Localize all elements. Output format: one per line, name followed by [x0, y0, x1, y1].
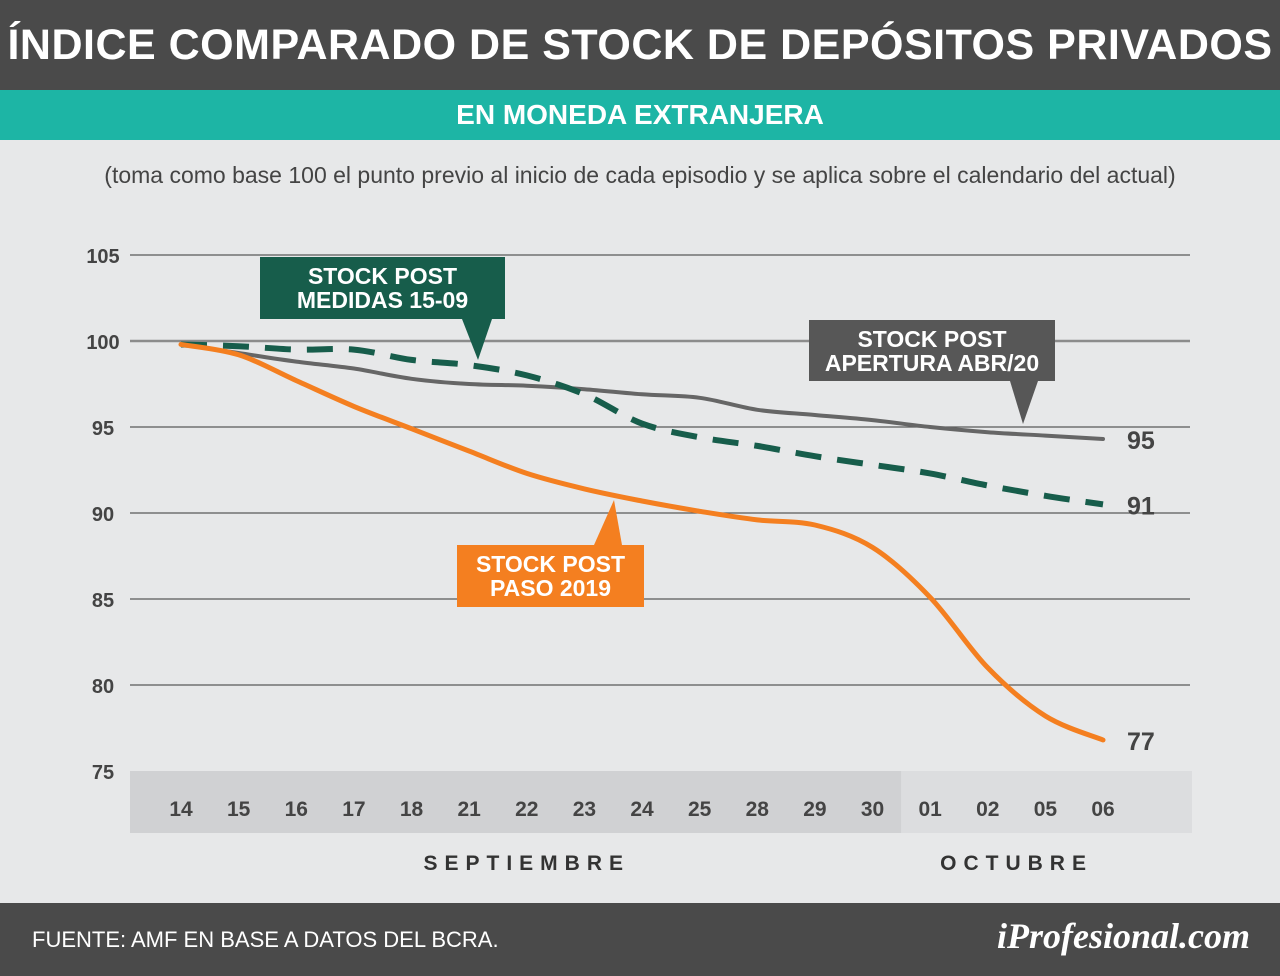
x-axis-band-september	[130, 771, 902, 833]
end-value-label: 77	[1127, 728, 1155, 756]
x-tick-label: 25	[688, 798, 712, 821]
x-tick-label: 18	[400, 798, 424, 821]
y-tick-label: 105	[86, 246, 119, 268]
chart-note: (toma como base 100 el punto previo al i…	[104, 162, 1176, 188]
x-tick-label: 24	[630, 798, 654, 821]
footer-bar: FUENTE: AMF EN BASE A DATOS DEL BCRA. iP…	[0, 903, 1280, 976]
y-tick-label: 75	[92, 762, 114, 784]
chart-subtitle: EN MONEDA EXTRANJERA	[0, 90, 1280, 140]
x-tick-label: 14	[169, 798, 193, 821]
x-tick-label: 30	[861, 798, 884, 821]
y-tick-label: 80	[92, 676, 114, 698]
month-label: SEPTIEMBRE	[423, 852, 630, 875]
x-tick-label: 15	[227, 798, 251, 821]
y-tick-label: 90	[92, 504, 114, 526]
line-chart: 105 100 95 90 85 80 75 14 15 16 17 18 21 22 23 24 25 28 29…	[86, 246, 1192, 875]
series-label: STOCK POST	[308, 263, 457, 289]
brand-logo: iProfesional.com	[997, 916, 1250, 956]
x-tick-label: 02	[976, 798, 999, 821]
series-label: STOCK POST	[857, 326, 1006, 352]
x-tick-label: 17	[342, 798, 365, 821]
callout-pointer	[594, 500, 622, 545]
series-line-stock-post-medidas-15-09	[180, 341, 1104, 508]
y-tick-label: 100	[86, 332, 119, 354]
x-tick-label: 22	[515, 798, 538, 821]
series-line-stock-post-apertura-abr-20	[179, 342, 1105, 441]
x-tick-label: 05	[1034, 798, 1058, 821]
series-line-stock-post-paso-2019	[178, 341, 1106, 743]
callout-pointer	[1010, 381, 1038, 424]
callout-box-stock-post-medidas-15-09	[260, 257, 505, 319]
x-tick-label: 23	[573, 798, 596, 821]
x-tick-label: 06	[1091, 798, 1114, 821]
month-label: OCTUBRE	[940, 852, 1093, 875]
x-tick-label: 01	[918, 798, 942, 821]
series-label: PASO 2019	[490, 575, 611, 601]
callout-box-stock-post-paso-2019	[457, 545, 644, 607]
source-text: FUENTE: AMF EN BASE A DATOS DEL BCRA.	[32, 927, 499, 952]
x-tick-label: 29	[803, 798, 826, 821]
series-label: STOCK POST	[476, 551, 625, 577]
end-value-label: 95	[1127, 427, 1155, 455]
x-tick-label: 16	[285, 798, 308, 821]
x-tick-label: 21	[457, 798, 481, 821]
callout-pointer	[462, 319, 492, 360]
y-tick-label: 85	[92, 590, 114, 612]
x-axis-band-october	[901, 771, 1192, 833]
series-label: APERTURA ABR/20	[825, 350, 1039, 376]
series-label: MEDIDAS 15-09	[297, 287, 468, 313]
callout-box-stock-post-apertura-abr-20	[809, 320, 1055, 381]
chart-title: ÍNDICE COMPARADO DE STOCK DE DEPÓSITOS P…	[0, 0, 1280, 90]
y-tick-label: 95	[92, 418, 114, 440]
x-tick-label: 28	[746, 798, 770, 821]
end-value-label: 91	[1127, 492, 1155, 520]
